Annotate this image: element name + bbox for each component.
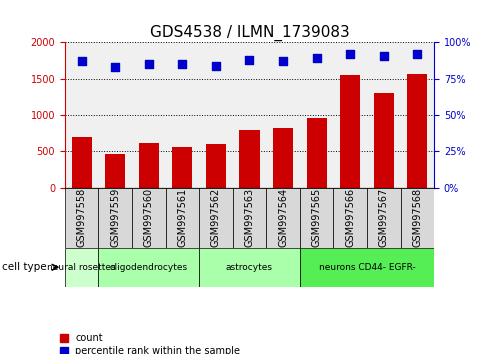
Bar bbox=[407, 74, 428, 188]
Bar bbox=[300, 248, 434, 287]
Point bbox=[246, 57, 253, 63]
Point bbox=[145, 62, 153, 67]
Bar bbox=[374, 92, 394, 188]
Title: GDS4538 / ILMN_1739083: GDS4538 / ILMN_1739083 bbox=[150, 25, 349, 41]
Bar bbox=[300, 188, 333, 248]
Bar bbox=[240, 130, 259, 188]
Bar bbox=[340, 75, 360, 188]
Text: GSM997568: GSM997568 bbox=[412, 188, 422, 247]
Bar bbox=[233, 188, 266, 248]
Bar bbox=[273, 129, 293, 188]
Bar bbox=[172, 147, 193, 188]
Point bbox=[380, 53, 388, 58]
Point bbox=[313, 56, 321, 61]
Text: neural rosettes: neural rosettes bbox=[47, 263, 116, 272]
Bar bbox=[65, 188, 98, 248]
Text: GSM997558: GSM997558 bbox=[77, 188, 87, 247]
Bar bbox=[166, 188, 199, 248]
Text: GSM997567: GSM997567 bbox=[379, 188, 389, 247]
Bar bbox=[333, 188, 367, 248]
Point bbox=[212, 63, 220, 69]
Text: oligodendrocytes: oligodendrocytes bbox=[110, 263, 188, 272]
Point bbox=[346, 51, 354, 57]
Text: GSM997559: GSM997559 bbox=[110, 188, 120, 247]
Bar bbox=[199, 248, 300, 287]
Bar bbox=[206, 144, 226, 188]
Point bbox=[111, 64, 119, 70]
Text: GSM997565: GSM997565 bbox=[312, 188, 322, 247]
Bar bbox=[65, 248, 98, 287]
Text: GSM997562: GSM997562 bbox=[211, 188, 221, 247]
Text: cell type: cell type bbox=[2, 262, 47, 272]
Text: GSM997563: GSM997563 bbox=[245, 188, 254, 247]
Bar bbox=[98, 188, 132, 248]
Legend: count, percentile rank within the sample: count, percentile rank within the sample bbox=[60, 333, 241, 354]
Bar bbox=[132, 188, 166, 248]
Bar bbox=[71, 137, 92, 188]
Bar bbox=[105, 154, 125, 188]
Bar bbox=[139, 143, 159, 188]
Bar bbox=[266, 188, 300, 248]
Bar bbox=[306, 118, 327, 188]
Text: astrocytes: astrocytes bbox=[226, 263, 273, 272]
Text: neurons CD44- EGFR-: neurons CD44- EGFR- bbox=[319, 263, 415, 272]
Bar bbox=[199, 188, 233, 248]
Text: GSM997566: GSM997566 bbox=[345, 188, 355, 247]
Bar bbox=[401, 188, 434, 248]
Point bbox=[279, 58, 287, 64]
Text: GSM997564: GSM997564 bbox=[278, 188, 288, 247]
Bar bbox=[367, 188, 401, 248]
Bar bbox=[98, 248, 199, 287]
Text: GSM997560: GSM997560 bbox=[144, 188, 154, 247]
Text: GSM997561: GSM997561 bbox=[177, 188, 187, 247]
Point bbox=[413, 51, 421, 57]
Point bbox=[78, 58, 86, 64]
Point bbox=[178, 62, 186, 67]
